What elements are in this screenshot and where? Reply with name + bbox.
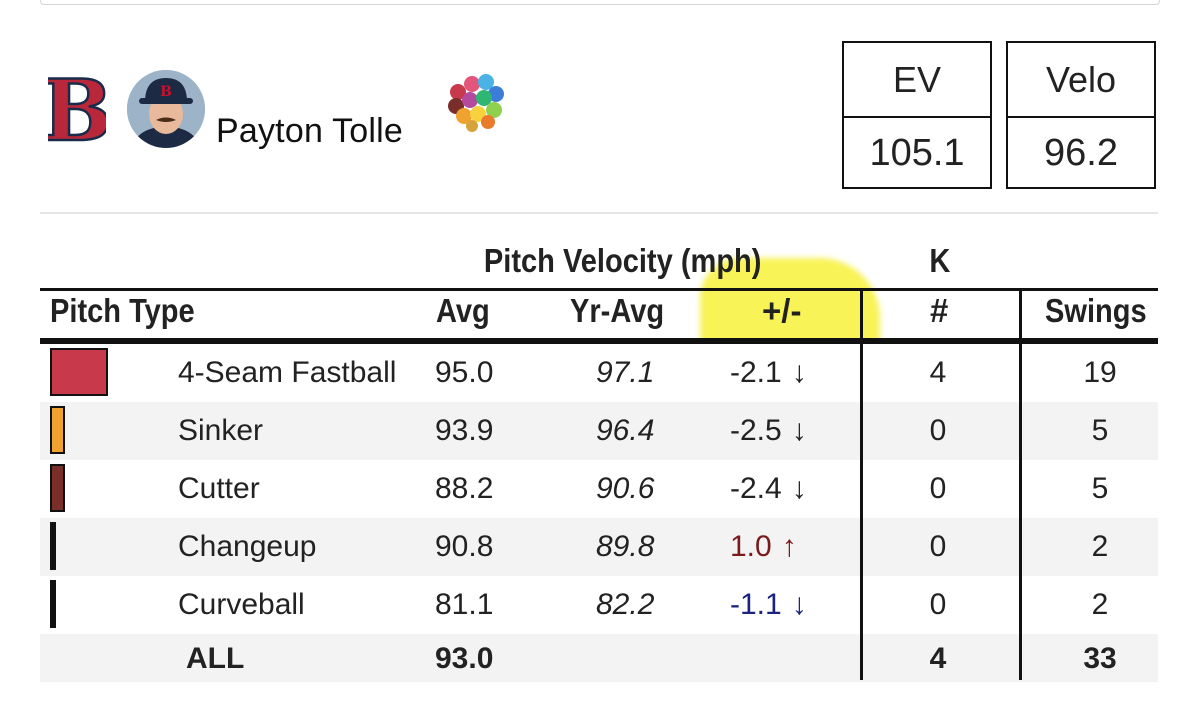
k-count-cell: 0: [929, 472, 947, 505]
pitch-usage-swatch: [50, 522, 56, 570]
avg-cell: 93.9: [435, 414, 494, 447]
total-k: 4: [929, 642, 947, 675]
diff-cell: -2.4 ↓: [730, 472, 807, 505]
section-divider: [40, 212, 1158, 214]
col-header-avg: Avg: [436, 292, 490, 329]
yr-avg-cell: 96.4: [596, 414, 655, 447]
total-label: ALL: [186, 642, 245, 675]
velo-value: 96.2: [1044, 132, 1118, 174]
velo-stat-box: Velo 96.2: [1006, 41, 1156, 189]
table-row: [40, 460, 1158, 518]
group-header-k: K: [929, 242, 951, 279]
arrow-up-icon: ↑: [781, 530, 797, 563]
pitch-type-cell: Curveball: [178, 588, 305, 621]
col-header-diff: +/-: [762, 292, 802, 329]
diff-cell: -2.5 ↓: [730, 414, 807, 447]
pitch-type-cell: Changeup: [178, 530, 317, 563]
total-row: [40, 634, 1158, 682]
k-count-cell: 0: [929, 588, 947, 621]
k-count-cell: 0: [929, 530, 947, 563]
player-avatar: B: [127, 70, 205, 148]
table-row: [40, 402, 1158, 460]
group-header-velocity: Pitch Velocity (mph): [483, 242, 762, 279]
header-rule: [40, 338, 1158, 344]
velo-label: Velo: [1008, 43, 1154, 118]
ev-stat-box: EV 105.1: [842, 41, 992, 189]
pitch-type-cell: Sinker: [178, 414, 264, 447]
avg-cell: 88.2: [435, 472, 494, 505]
col-header-swings: Swings: [1045, 292, 1147, 329]
svg-text:B: B: [160, 84, 172, 100]
k-count-cell: 0: [929, 414, 947, 447]
red-sox-logo-icon: B: [48, 70, 106, 148]
diff-cell: 1.0 ↑: [730, 530, 797, 563]
group-header-rule: [40, 288, 1158, 291]
yr-avg-cell: 82.2: [596, 588, 655, 621]
swings-cell: 5: [1091, 472, 1109, 505]
swings-cell: 2: [1091, 588, 1109, 621]
diff-cell: -1.1 ↓: [730, 588, 807, 621]
pitch-usage-swatch: [50, 580, 56, 628]
swings-cell: 19: [1083, 356, 1117, 389]
svg-text:B: B: [48, 70, 106, 148]
avg-cell: 90.8: [435, 530, 494, 563]
col-header-k-count: #: [930, 292, 949, 329]
player-name: Payton Tolle: [216, 112, 404, 150]
arrow-down-icon: ↓: [791, 588, 807, 621]
total-swings: 33: [1083, 642, 1117, 675]
pitch-velocity-table: Pitch Velocity (mph) K Pitch Type Avg Yr…: [40, 240, 1158, 690]
avg-cell: 81.1: [435, 588, 494, 621]
arrow-down-icon: ↓: [791, 414, 807, 447]
arrow-down-icon: ↓: [791, 356, 807, 389]
table-row: [40, 576, 1158, 634]
yr-avg-cell: 97.1: [596, 356, 655, 389]
k-count-cell: 4: [929, 356, 947, 389]
swings-cell: 2: [1091, 530, 1109, 563]
swings-column-rule: [1019, 288, 1022, 680]
pitch-mix-blob-icon: [448, 74, 504, 132]
pitch-type-cell: Cutter: [178, 472, 260, 505]
col-header-yr-avg: Yr-Avg: [570, 292, 665, 329]
yr-avg-cell: 90.6: [596, 472, 655, 505]
pitch-type-cell: 4-Seam Fastball: [178, 356, 397, 389]
diff-cell: -2.1 ↓: [730, 356, 807, 389]
pitch-usage-swatch: [50, 464, 65, 512]
col-header-pitch-type: Pitch Type: [50, 292, 195, 329]
pitch-usage-swatch: [50, 348, 108, 396]
swings-cell: 5: [1091, 414, 1109, 447]
k-column-rule: [860, 288, 863, 680]
top-card-edge: [40, 0, 1160, 5]
ev-label: EV: [844, 43, 990, 118]
yr-avg-cell: 89.8: [596, 530, 655, 563]
avg-cell: 95.0: [435, 356, 494, 389]
table-row: [40, 344, 1158, 402]
total-avg: 93.0: [435, 642, 494, 675]
table-row: [40, 518, 1158, 576]
ev-value: 105.1: [869, 132, 965, 174]
arrow-down-icon: ↓: [791, 472, 807, 505]
pitch-usage-swatch: [50, 406, 65, 454]
